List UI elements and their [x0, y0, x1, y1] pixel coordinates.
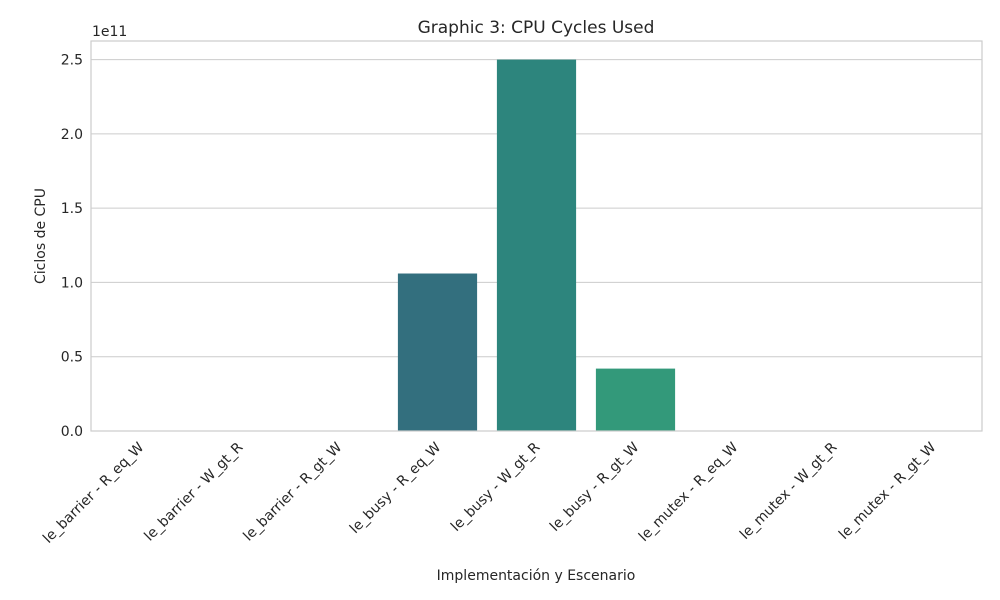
x-tick-label: le_barrier - W_gt_R	[141, 439, 246, 544]
bars	[100, 59, 973, 431]
y-tick-label: 2.0	[61, 127, 83, 143]
y-tick-label: 0.5	[61, 350, 83, 366]
x-tick-label: le_barrier - R_gt_W	[240, 439, 345, 544]
x-tick-label: le_mutex - R_eq_W	[636, 439, 742, 545]
x-axis-label: Implementación y Escenario	[437, 568, 636, 584]
y-tick-label: 1.5	[61, 201, 83, 217]
x-tick-label: le_mutex - R_gt_W	[836, 439, 939, 542]
y-tick-labels: 0.0 0.5 1.0 1.5 2.0 2.5	[61, 53, 83, 440]
y-tick-label: 0.0	[61, 424, 83, 440]
plot-frame	[90, 40, 983, 432]
y-offset-text: 1e11	[92, 24, 127, 40]
bar	[496, 59, 577, 431]
y-tick-label: 2.5	[61, 53, 83, 69]
x-tick-labels: le_barrier - R_eq_Wle_barrier - W_gt_Rle…	[40, 439, 939, 546]
chart-title: Graphic 3: CPU Cycles Used	[418, 18, 655, 38]
bar	[595, 368, 676, 431]
x-tick-label: le_barrier - R_eq_W	[40, 439, 147, 546]
x-tick-label: le_busy - R_gt_W	[547, 439, 642, 534]
y-tick-label: 1.0	[61, 275, 83, 291]
bar	[397, 273, 478, 431]
x-tick-label: le_busy - R_eq_W	[347, 439, 445, 537]
x-tick-label: le_mutex - W_gt_R	[737, 439, 840, 542]
x-tick-label: le_busy - W_gt_R	[448, 439, 543, 534]
y-axis-label: Ciclos de CPU	[33, 188, 49, 284]
